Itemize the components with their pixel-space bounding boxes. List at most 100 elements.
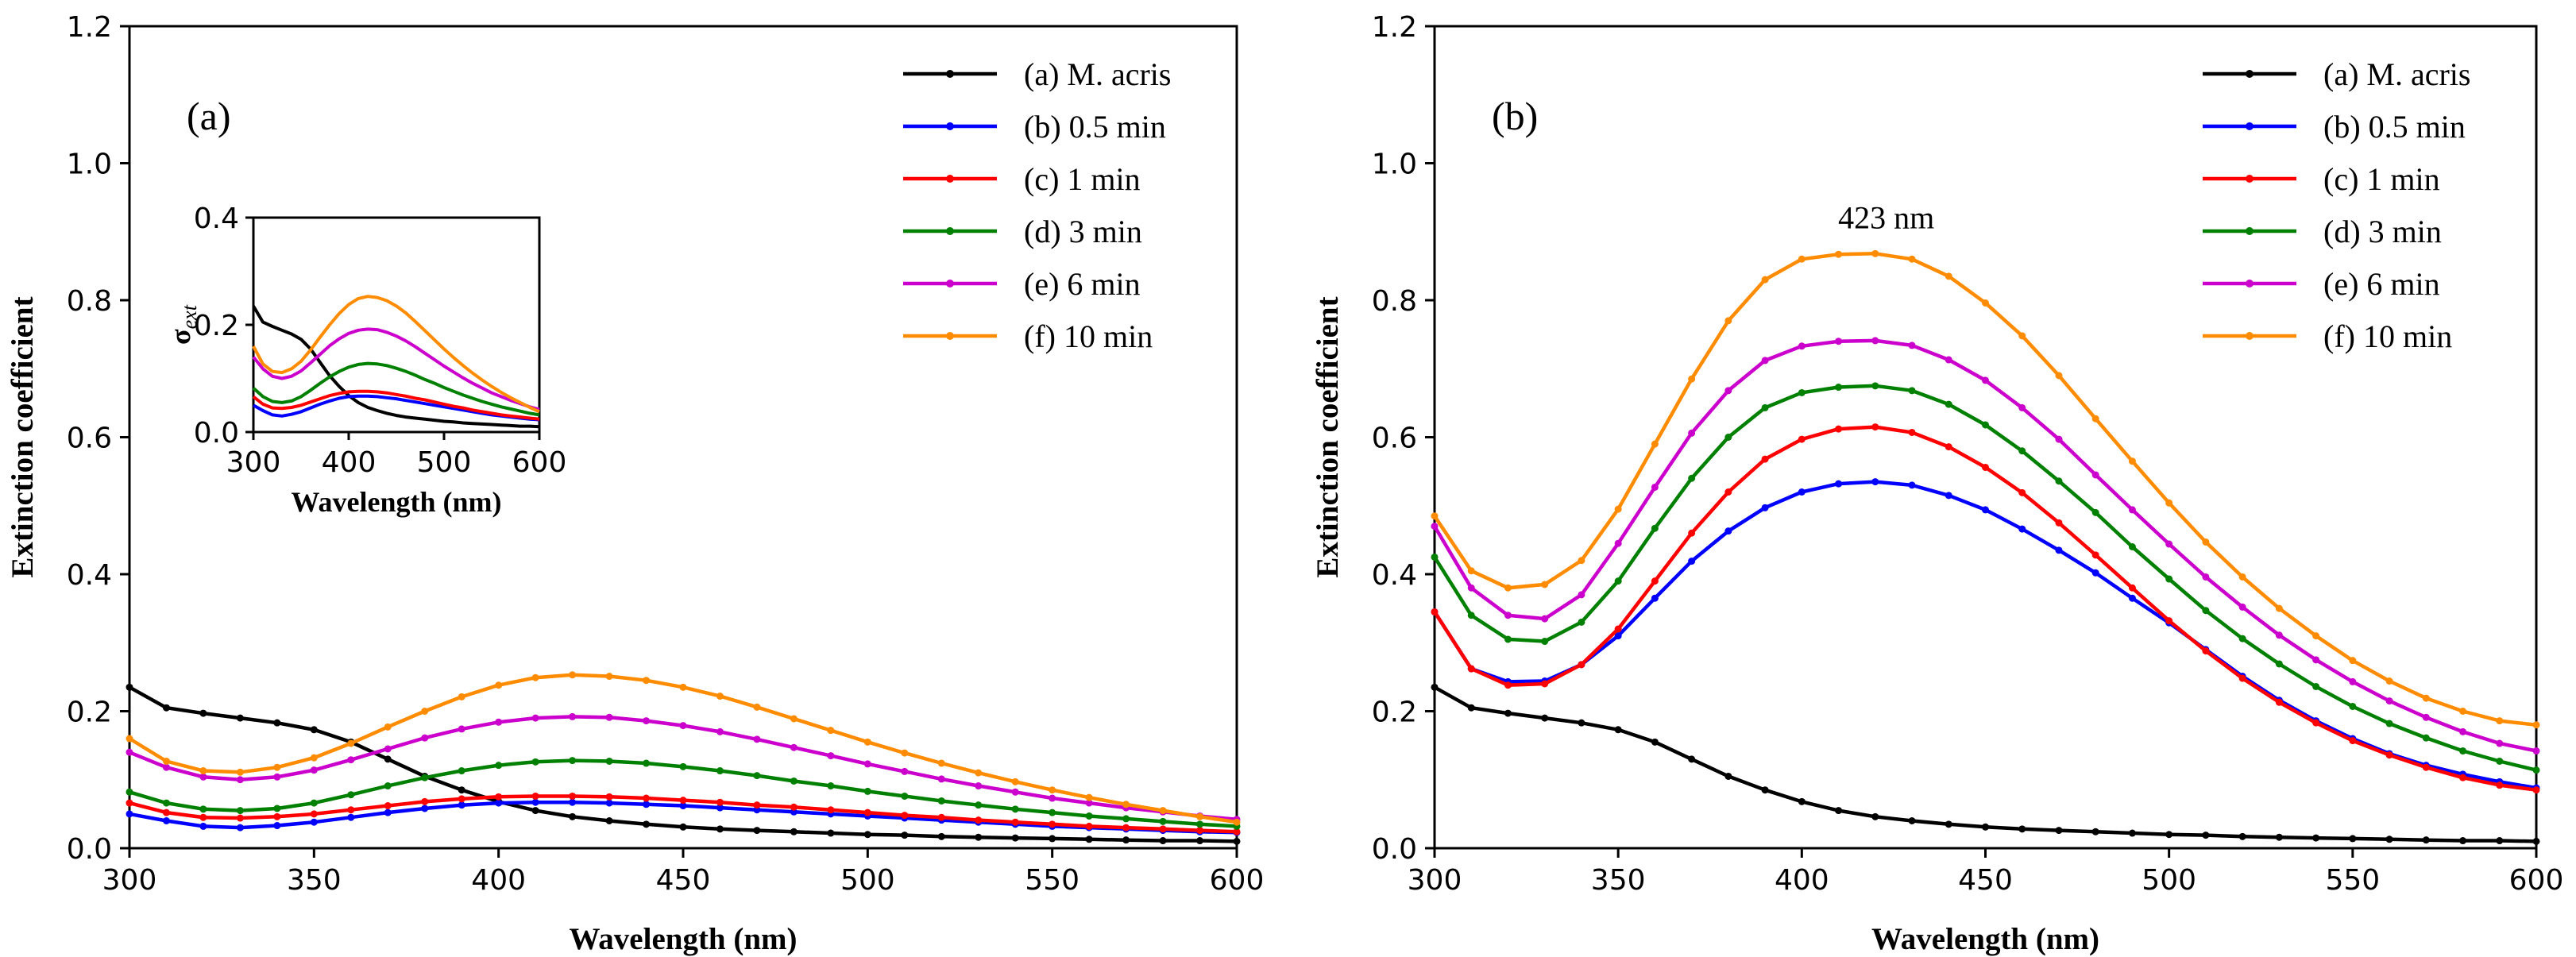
data-point bbox=[1908, 481, 1916, 489]
data-point bbox=[2312, 656, 2320, 664]
data-point bbox=[569, 792, 577, 800]
data-point bbox=[2275, 660, 2283, 668]
data-point bbox=[2312, 834, 2320, 842]
legend-marker bbox=[2246, 332, 2254, 340]
data-point bbox=[199, 805, 207, 813]
data-point bbox=[1945, 820, 1952, 828]
data-point bbox=[679, 802, 687, 810]
data-point bbox=[1049, 786, 1056, 794]
data-point bbox=[310, 726, 318, 734]
data-point bbox=[2385, 751, 2393, 759]
data-point bbox=[2238, 635, 2246, 643]
data-point bbox=[1798, 435, 1806, 443]
data-point bbox=[2385, 835, 2393, 843]
data-point bbox=[1541, 680, 1549, 688]
data-point bbox=[1908, 342, 1916, 349]
data-point bbox=[716, 804, 724, 812]
data-point bbox=[2128, 543, 2136, 550]
data-point bbox=[1945, 356, 1952, 364]
data-point bbox=[1761, 455, 1769, 463]
data-point bbox=[975, 769, 983, 777]
data-point bbox=[1688, 474, 1696, 482]
data-point bbox=[1578, 719, 1585, 727]
data-point bbox=[643, 717, 651, 725]
data-point bbox=[2496, 837, 2504, 845]
y-tick-label: 0.2 bbox=[1372, 697, 1417, 729]
data-point bbox=[1871, 382, 1879, 390]
data-point bbox=[310, 754, 318, 762]
y-tick-label: 0.2 bbox=[67, 697, 112, 729]
inset-y-axis-title: σext bbox=[164, 304, 201, 345]
data-point bbox=[458, 725, 465, 733]
data-point bbox=[1578, 591, 1585, 599]
data-point bbox=[901, 749, 909, 757]
y-tick-label: 1.0 bbox=[1372, 149, 1417, 181]
data-point bbox=[531, 807, 539, 815]
data-point bbox=[1798, 342, 1806, 350]
data-point bbox=[863, 831, 871, 839]
data-point bbox=[569, 812, 577, 820]
data-point bbox=[2091, 471, 2099, 479]
data-point bbox=[458, 801, 465, 809]
data-point bbox=[2459, 708, 2467, 715]
data-point bbox=[937, 797, 945, 805]
data-point bbox=[753, 827, 761, 835]
data-point bbox=[458, 767, 465, 775]
data-point bbox=[1159, 807, 1167, 815]
data-point bbox=[1504, 681, 1512, 689]
data-point bbox=[863, 787, 871, 795]
data-point bbox=[2128, 457, 2136, 465]
y-axis-title: Extinction coefficient bbox=[6, 296, 40, 577]
data-point bbox=[531, 798, 539, 806]
y-tick-label: 1.0 bbox=[67, 149, 112, 181]
data-point bbox=[236, 776, 244, 784]
data-point bbox=[2202, 647, 2210, 655]
data-point bbox=[2128, 506, 2136, 514]
inset-series-line-0 bbox=[252, 305, 540, 429]
legend-entry: (d) 3 min bbox=[1024, 214, 1142, 249]
data-point bbox=[1011, 778, 1019, 785]
data-point bbox=[1467, 704, 1475, 712]
data-point bbox=[569, 712, 577, 720]
data-point bbox=[2349, 737, 2357, 745]
y-tick-label: 0.0 bbox=[1372, 833, 1417, 866]
data-point bbox=[1196, 837, 1204, 845]
data-point bbox=[1798, 488, 1806, 496]
data-point bbox=[2496, 717, 2504, 725]
data-point bbox=[2532, 786, 2540, 794]
legend-entry: (c) 1 min bbox=[1024, 161, 1141, 197]
data-point bbox=[1431, 683, 1439, 691]
data-point bbox=[126, 748, 133, 756]
data-point bbox=[605, 713, 613, 721]
data-point bbox=[1798, 797, 1806, 805]
data-point bbox=[2496, 739, 2504, 747]
data-point bbox=[1196, 827, 1204, 835]
data-point bbox=[2459, 747, 2467, 755]
data-point bbox=[1724, 527, 1732, 535]
inset-series-line-4 bbox=[252, 327, 540, 411]
data-point bbox=[790, 715, 798, 723]
data-point bbox=[2128, 594, 2136, 602]
data-point bbox=[1945, 400, 1952, 408]
data-point bbox=[2532, 721, 2540, 729]
data-point bbox=[753, 772, 761, 780]
data-point bbox=[126, 735, 133, 743]
data-point bbox=[1011, 818, 1019, 826]
data-point bbox=[1159, 837, 1167, 845]
data-point bbox=[1761, 786, 1769, 794]
legend-entry: (c) 1 min bbox=[2323, 161, 2440, 197]
inset-y-axis-subscript: ext bbox=[178, 304, 201, 329]
data-point bbox=[2055, 827, 2063, 835]
data-point bbox=[605, 673, 613, 681]
legend-marker bbox=[946, 122, 954, 130]
series-line-2 bbox=[1433, 425, 2537, 792]
data-point bbox=[937, 759, 945, 767]
data-point bbox=[1835, 384, 1843, 392]
legend-marker bbox=[946, 332, 954, 340]
data-point bbox=[495, 718, 503, 726]
data-point bbox=[199, 822, 207, 830]
data-point bbox=[605, 793, 613, 801]
data-point bbox=[1122, 801, 1130, 808]
data-point bbox=[1196, 812, 1204, 820]
